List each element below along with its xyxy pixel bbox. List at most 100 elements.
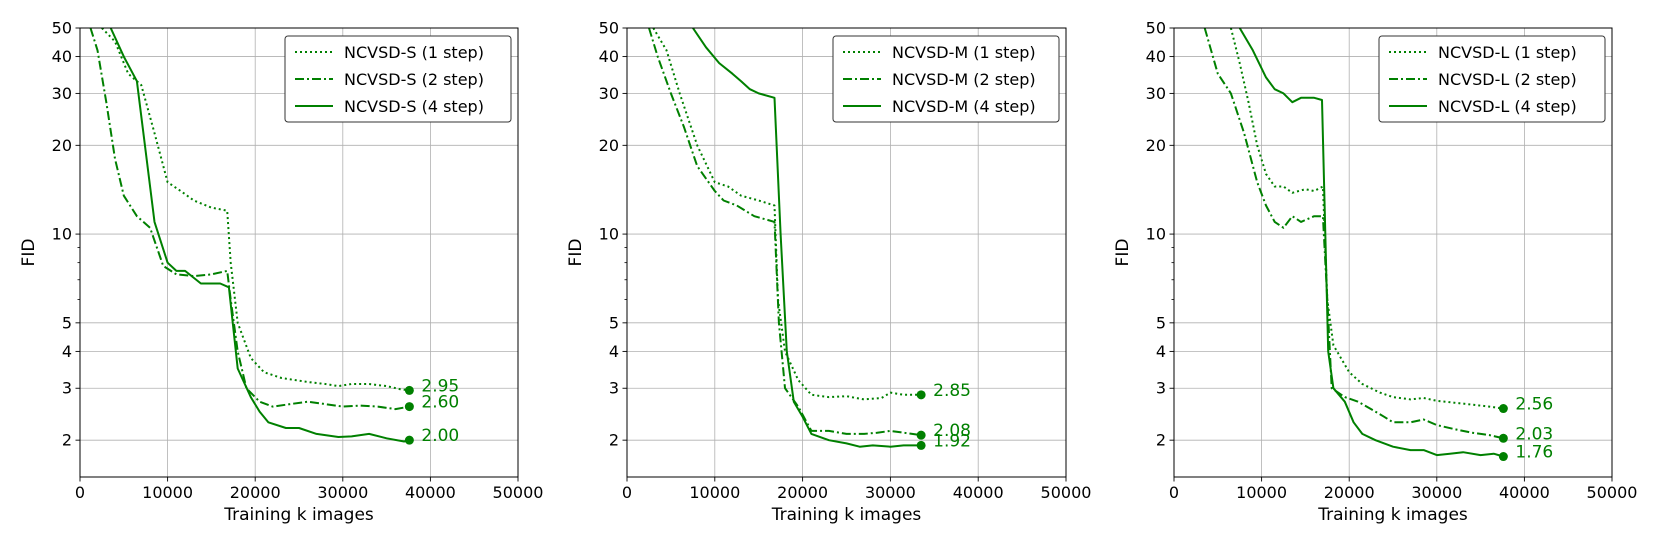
series-end-point: [1498, 433, 1508, 443]
x-tick-label: 20000: [1324, 483, 1375, 502]
chart-panel-1: 0 10000 20000 30000 40000 50000 2 3 4 5 10 20 30 40 50…: [19, 19, 543, 526]
y-tick-label: 2: [62, 431, 72, 450]
y-axis-label: FID: [566, 239, 586, 267]
legend-entry-3: NCVSD-L (4 step): [1438, 97, 1577, 116]
series-end-point: [404, 385, 414, 395]
plot-frame: [79, 27, 519, 478]
y-tick-label: 5: [1156, 313, 1166, 332]
x-axis-label: Training k images: [771, 505, 922, 525]
y-tick-label: 2: [609, 431, 619, 450]
x-tick-label: 0: [622, 483, 632, 502]
y-tick-label: 4: [62, 342, 72, 361]
series-line-2: [1203, 28, 1504, 440]
y-tick-label: 2: [1156, 431, 1166, 450]
y-tick-label: 40: [52, 47, 72, 66]
y-axis-label: FID: [1113, 239, 1133, 267]
series-end-point: [1498, 452, 1508, 462]
y-tick-label: 20: [1146, 136, 1166, 155]
end-value-label: 2.95: [421, 376, 459, 396]
end-value-label: 2.85: [933, 381, 971, 401]
legend: NCVSD-S (1 step) NCVSD-S (2 step) NCVSD-S …: [284, 35, 512, 123]
plot-frame: [626, 27, 1067, 478]
end-value-label: 2.56: [1515, 395, 1553, 415]
x-tick-label: 10000: [689, 483, 740, 502]
y-tick-label: 5: [62, 313, 72, 332]
plot-frame: [1173, 27, 1613, 478]
y-tick-label: 30: [52, 84, 72, 103]
y-tick-label: 4: [609, 342, 619, 361]
y-tick-label: 3: [62, 379, 72, 398]
legend-entry-3: NCVSD-M (4 step): [892, 97, 1036, 116]
series-end-point: [404, 435, 414, 445]
x-tick-label: 30000: [1411, 483, 1462, 502]
end-value-label: 2.08: [933, 421, 971, 441]
legend-entry-2: NCVSD-L (2 step): [1438, 70, 1577, 89]
series-end-point: [404, 402, 414, 412]
x-tick-label: 50000: [493, 483, 544, 502]
series-line-1: [1229, 28, 1504, 410]
y-tick-label: 50: [52, 19, 72, 38]
legend-box: [284, 35, 512, 123]
legend-entry-2: NCVSD-M (2 step): [892, 70, 1036, 89]
series-line-3: [692, 28, 922, 448]
legend: NCVSD-M (1 step) NCVSD-M (2 step) NCVSD-M …: [832, 35, 1060, 123]
y-tick-label: 50: [1146, 19, 1166, 38]
x-axis-label: Training k images: [223, 505, 374, 525]
legend-entry-1: NCVSD-M (1 step): [892, 43, 1036, 62]
x-tick-label: 50000: [1587, 483, 1638, 502]
series-end-point: [916, 430, 926, 440]
x-axis-label: Training k images: [1317, 505, 1468, 525]
legend-box: [1378, 35, 1606, 123]
series-line-3: [1238, 28, 1504, 458]
y-tick-label: 10: [1146, 225, 1166, 244]
series-line-1: [101, 28, 410, 392]
x-tick-label: 10000: [142, 483, 193, 502]
x-tick-label: 0: [75, 483, 85, 502]
series-line-3: [109, 28, 410, 443]
x-tick-label: 50000: [1041, 483, 1092, 502]
x-tick-label: 40000: [953, 483, 1004, 502]
series-end-point: [916, 440, 926, 450]
series-end-point: [916, 390, 926, 400]
chart-panel-2: 0 10000 20000 30000 40000 50000 2 3 4 5 10 20 30 40 50…: [566, 19, 1091, 526]
y-tick-label: 40: [599, 47, 619, 66]
legend-entry-3: NCVSD-S (4 step): [344, 97, 484, 116]
end-value-label: 1.76: [1515, 443, 1553, 463]
y-tick-label: 4: [1156, 342, 1166, 361]
series-end-point: [1498, 404, 1508, 414]
series-line-2: [648, 28, 922, 437]
end-value-label: 2.03: [1515, 424, 1553, 444]
end-value-label: 2.60: [421, 393, 459, 413]
y-tick-label: 30: [599, 84, 619, 103]
legend-box: [832, 35, 1060, 123]
y-tick-label: 40: [1146, 47, 1166, 66]
chart-panel-3: 0 10000 20000 30000 40000 50000 2 3 4 5 10 20 30 40 50…: [1113, 19, 1637, 526]
y-tick-label: 50: [599, 19, 619, 38]
y-tick-label: 5: [609, 313, 619, 332]
y-tick-label: 30: [1146, 84, 1166, 103]
x-tick-label: 10000: [1236, 483, 1287, 502]
legend-entry-1: NCVSD-L (1 step): [1438, 43, 1577, 62]
x-tick-label: 20000: [230, 483, 281, 502]
y-tick-label: 20: [599, 136, 619, 155]
x-tick-label: 0: [1169, 483, 1179, 502]
legend-entry-2: NCVSD-S (2 step): [344, 70, 484, 89]
y-tick-label: 20: [52, 136, 72, 155]
x-tick-label: 40000: [405, 483, 456, 502]
legend-entry-1: NCVSD-S (1 step): [344, 43, 484, 62]
y-axis-label: FID: [19, 239, 39, 267]
series-line-2: [89, 28, 410, 411]
x-tick-label: 40000: [1499, 483, 1550, 502]
end-value-label: 1.92: [933, 431, 971, 451]
y-tick-label: 3: [609, 379, 619, 398]
y-tick-label: 3: [1156, 379, 1166, 398]
end-value-label: 2.00: [421, 426, 459, 446]
x-tick-label: 20000: [777, 483, 828, 502]
x-tick-label: 30000: [317, 483, 368, 502]
y-tick-label: 10: [52, 225, 72, 244]
x-tick-label: 30000: [865, 483, 916, 502]
y-tick-label: 10: [599, 225, 619, 244]
series-line-1: [652, 28, 922, 401]
legend: NCVSD-L (1 step) NCVSD-L (2 step) NCVSD-L …: [1378, 35, 1606, 123]
